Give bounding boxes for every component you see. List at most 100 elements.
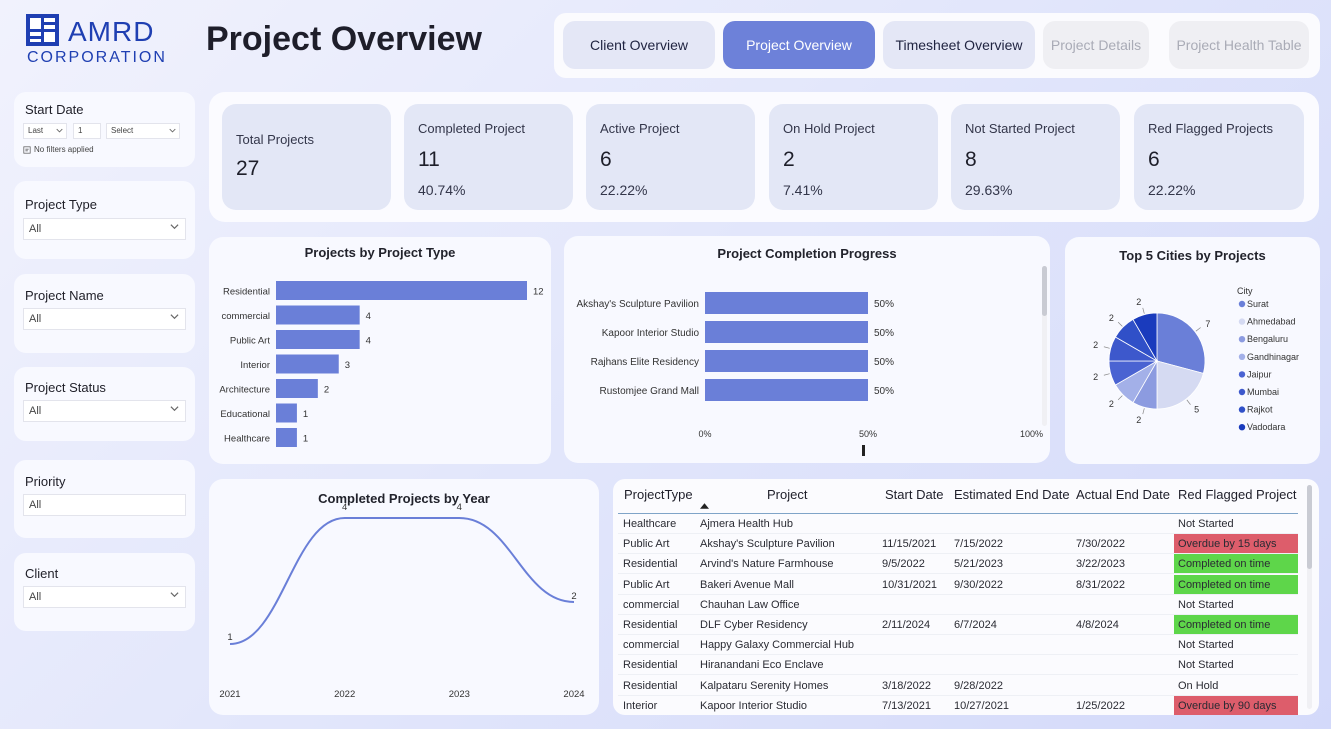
col-header-actual-end-date[interactable]: Actual End Date bbox=[1076, 487, 1170, 502]
sort-ascending-icon[interactable] bbox=[700, 503, 709, 509]
pie-slice bbox=[1156, 312, 1206, 374]
table-scrollbar[interactable] bbox=[1307, 485, 1312, 709]
data-label: 2 bbox=[571, 591, 576, 602]
kpi-active-project: Active Project 6 22.22% bbox=[586, 104, 755, 210]
legend-marker bbox=[1238, 371, 1246, 378]
bar bbox=[276, 379, 318, 398]
nav-project-health-table[interactable]: Project Health Table bbox=[1169, 21, 1309, 69]
cell-est-end: 6/7/2024 bbox=[954, 619, 997, 631]
cell-est-end: 9/28/2022 bbox=[954, 679, 1003, 692]
bar bbox=[276, 403, 297, 423]
header-divider bbox=[618, 513, 1298, 514]
completion-progress-svg: Akshay's Sculpture Pavilion 50% Kapoor Int… bbox=[576, 292, 1043, 439]
vertical-scrollbar[interactable] bbox=[1042, 266, 1047, 426]
nav-project-overview[interactable]: Project Overview bbox=[723, 21, 875, 69]
horizontal-scroll-handle[interactable] bbox=[862, 445, 865, 456]
cell-type: Interior bbox=[623, 699, 658, 712]
dropdown-value: All bbox=[29, 405, 42, 417]
priority-dropdown[interactable]: All bbox=[23, 494, 186, 516]
unit-value: Select bbox=[111, 126, 134, 135]
scrollbar-thumb[interactable] bbox=[1042, 266, 1047, 316]
slice-data-label: 2 bbox=[1136, 297, 1141, 307]
table-row[interactable]: Residential Kalpataru Serenity Homes 3/18/… bbox=[618, 676, 1298, 696]
project-name-slicer: Project Name All bbox=[14, 274, 195, 353]
nav-client-overview[interactable]: Client Overview bbox=[563, 21, 715, 69]
col-header-red-flagged-project[interactable]: Red Flagged Project bbox=[1178, 487, 1297, 502]
project-table: ProjectType Project Start Date Estimated… bbox=[613, 479, 1319, 715]
data-label: 1 bbox=[303, 409, 308, 420]
slicer-label: Project Status bbox=[25, 380, 106, 395]
slice-data-label: 2 bbox=[1109, 399, 1114, 409]
kpi-panel: Total Projects 27 Completed Project 11 4… bbox=[209, 92, 1319, 222]
slice-data-label: 5 bbox=[1194, 404, 1199, 414]
cell-actual-end: 4/8/2024 bbox=[1076, 619, 1119, 631]
cell-type: Residential bbox=[623, 619, 678, 631]
leader-line bbox=[1142, 408, 1145, 415]
table-row[interactable]: commercial Chauhan Law Office Not Started bbox=[618, 595, 1298, 615]
cell-actual-end: 1/25/2022 bbox=[1076, 699, 1125, 712]
x-tick-label: 2021 bbox=[219, 689, 240, 700]
category-label: Rajhans Elite Residency bbox=[591, 357, 699, 368]
cell-type: Public Art bbox=[623, 538, 670, 551]
project-type-dropdown[interactable]: All bbox=[23, 218, 186, 240]
legend-title: City bbox=[1237, 286, 1253, 296]
table-row[interactable]: Interior Kapoor Interior Studio 7/13/2021 1… bbox=[618, 695, 1298, 715]
filter-icon bbox=[23, 146, 31, 154]
table-row[interactable]: commercial Happy Galaxy Commercial Hub Not… bbox=[618, 635, 1298, 656]
col-header-estimated-end-date[interactable]: Estimated End Date bbox=[954, 487, 1070, 502]
leader-line bbox=[1103, 346, 1110, 349]
projects-by-type-chart: Projects by Project Type Residential 12 co… bbox=[209, 237, 551, 464]
top-cities-svg: 7 5 2 2 2 2 2 2 City Surat Ahmedabad Bengaluru Gandh… bbox=[1093, 286, 1299, 432]
col-header-project[interactable]: Project bbox=[767, 487, 808, 502]
data-label: 4 bbox=[457, 502, 462, 513]
cell-project: Happy Galaxy Commercial Hub bbox=[700, 639, 855, 652]
leader-line bbox=[1103, 373, 1110, 376]
data-label: 4 bbox=[366, 311, 371, 322]
cell-start: 3/18/2022 bbox=[882, 679, 931, 692]
kpi-percent: 29.63% bbox=[965, 182, 1013, 198]
table-row[interactable]: Residential Hiranandani Eco Enclave Not St… bbox=[618, 655, 1298, 676]
bar bbox=[705, 379, 868, 401]
data-label: 1 bbox=[303, 434, 308, 445]
slice-data-label: 7 bbox=[1205, 319, 1210, 329]
table-row[interactable]: Residential Arvind's Nature Farmhouse 9/5/… bbox=[618, 554, 1298, 575]
kpi-percent: 22.22% bbox=[600, 182, 648, 198]
scrollbar-thumb[interactable] bbox=[1307, 485, 1312, 569]
kpi-total-projects: Total Projects 27 bbox=[222, 104, 391, 210]
cell-start: 11/15/2021 bbox=[882, 538, 937, 551]
bar bbox=[276, 305, 360, 325]
dropdown-value: All bbox=[29, 313, 42, 325]
kpi-not-started-project: Not Started Project 8 29.63% bbox=[951, 104, 1120, 210]
project-status-dropdown[interactable]: All bbox=[23, 400, 186, 422]
col-header-projecttype[interactable]: ProjectType bbox=[624, 487, 693, 502]
kpi-title: Red Flagged Projects bbox=[1148, 121, 1274, 136]
nav-project-details[interactable]: Project Details bbox=[1043, 21, 1149, 69]
category-label: Public Art bbox=[230, 336, 270, 347]
period-dropdown[interactable]: Last bbox=[23, 123, 67, 139]
data-label: 50% bbox=[874, 328, 894, 339]
legend-marker bbox=[1238, 424, 1246, 431]
legend-marker bbox=[1238, 336, 1246, 343]
table-row[interactable]: Residential DLF Cyber Residency 2/11/2024 6… bbox=[618, 615, 1298, 635]
unit-dropdown[interactable]: Select bbox=[106, 123, 180, 139]
table-row[interactable]: Healthcare Ajmera Health Hub Not Started bbox=[618, 514, 1298, 534]
cell-est-end: 5/21/2023 bbox=[954, 558, 1003, 571]
legend-label: Rajkot bbox=[1247, 405, 1273, 415]
legend-label: Ahmedabad bbox=[1247, 317, 1296, 327]
legend-label: Gandhinagar bbox=[1247, 352, 1299, 362]
col-header-start-date[interactable]: Start Date bbox=[885, 487, 944, 502]
legend-label: Surat bbox=[1247, 299, 1269, 309]
company-logo: AMRD CORPORATION bbox=[26, 14, 166, 70]
cell-type: Healthcare bbox=[623, 518, 677, 530]
table-row[interactable]: Public Art Bakeri Avenue Mall 10/31/2021 9/… bbox=[618, 574, 1298, 595]
nav-timesheet-overview[interactable]: Timesheet Overview bbox=[883, 21, 1035, 69]
completed-by-year-chart: Completed Projects by Year 1 2021 4 2022 4 20… bbox=[209, 479, 599, 715]
cell-actual-end: 3/22/2023 bbox=[1076, 558, 1125, 571]
category-label: Akshay's Sculpture Pavilion bbox=[576, 299, 699, 310]
count-input[interactable]: 1 bbox=[73, 123, 101, 139]
category-label: Architecture bbox=[219, 385, 270, 396]
project-name-dropdown[interactable]: All bbox=[23, 308, 186, 330]
client-dropdown[interactable]: All bbox=[23, 586, 186, 608]
table-row[interactable]: Public Art Akshay's Sculpture Pavilion 11/… bbox=[618, 534, 1298, 555]
category-label: commercial bbox=[221, 311, 270, 322]
